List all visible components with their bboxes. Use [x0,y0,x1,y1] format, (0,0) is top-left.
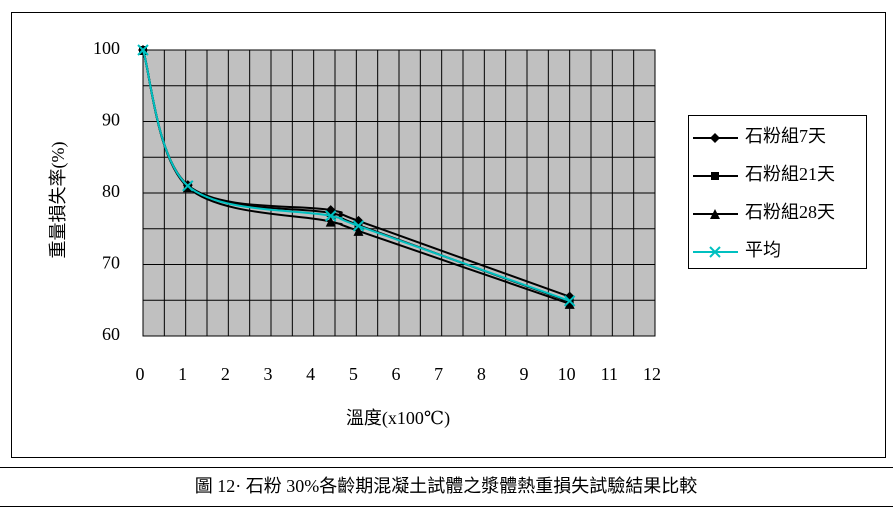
x-tick-label: 5 [349,364,358,384]
legend-label: 石粉組21天 [745,164,835,184]
marker [326,209,335,218]
x-tick-label: 4 [306,364,315,384]
marker [710,133,720,143]
legend-label: 石粉組7天 [745,126,826,146]
marker [564,298,575,309]
marker [563,295,576,307]
marker [710,209,720,219]
legend-label: 平均 [745,240,781,260]
x-tick-label: 12 [643,364,661,384]
x-tick-label: 11 [601,364,618,384]
x-tick-label: 10 [558,364,576,384]
y-tick-label: 60 [102,324,120,344]
x-tick-label: 6 [392,364,401,384]
y-tick-label: 70 [102,253,120,273]
y-tick-label: 80 [102,181,120,201]
marker [353,225,364,236]
marker [137,44,149,56]
marker [709,246,721,258]
legend-label: 石粉組28天 [745,202,835,222]
caption: 圖 12· 石粉 30%各齡期混凝土試體之漿體熱重損失試驗結果比較 [195,476,698,496]
marker [182,180,194,192]
marker [352,220,365,232]
x-tick-label: 7 [434,364,443,384]
y-axis-label: 重量損失率(%) [48,142,69,259]
x-tick-label: 9 [520,364,529,384]
marker [325,210,337,222]
x-tick-label: 3 [264,364,273,384]
x-tick-label: 2 [221,364,230,384]
x-tick-label: 0 [136,364,145,384]
plot-border [142,49,656,337]
legend-box [688,115,867,269]
marker [711,172,719,180]
y-tick-label: 90 [102,110,120,130]
marker [325,216,336,227]
x-axis-label: 溫度(x100℃) [346,408,450,429]
y-tick-label: 100 [93,38,120,58]
x-tick-label: 1 [178,364,187,384]
x-tick-label: 8 [477,364,486,384]
marker [182,182,193,193]
